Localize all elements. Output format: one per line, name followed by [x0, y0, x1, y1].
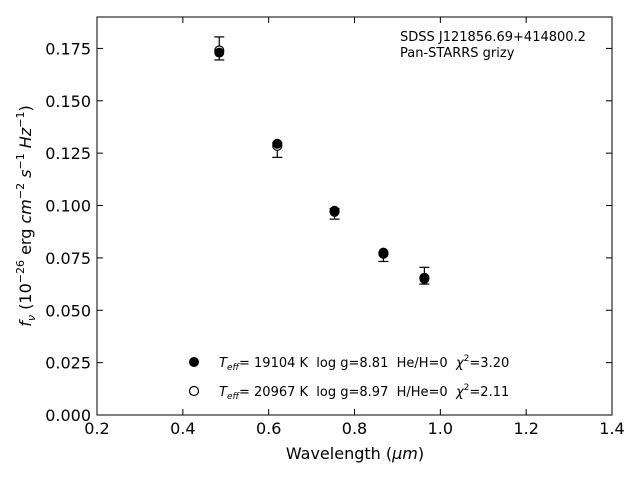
x-tick-label: 0.4 — [170, 419, 195, 438]
x-tick-label: 0.8 — [342, 419, 367, 438]
y-tick-label: 0.050 — [45, 301, 91, 320]
annotation-object-name: SDSS J121856.69+414800.2 — [400, 30, 586, 45]
y-tick-label: 0.075 — [45, 249, 91, 268]
x-tick-label: 1.2 — [513, 419, 538, 438]
x-axis-label: Wavelength (μm) — [286, 444, 424, 463]
model-point-filled — [214, 47, 225, 58]
y-tick-label: 0.100 — [45, 197, 91, 216]
y-tick-label: 0.000 — [45, 406, 91, 425]
y-tick-label: 0.125 — [45, 144, 91, 163]
y-tick-label: 0.025 — [45, 354, 91, 373]
legend-marker-filled — [189, 357, 199, 367]
legend: Teff= 19104 K log g=8.81 He/H=0 χ2=3.20 … — [188, 354, 509, 402]
legend-entry-2: Teff= 20967 K log g=8.97 H/He=0 χ2=2.11 — [219, 383, 509, 402]
model-point-filled — [419, 273, 430, 284]
y-axis-label: fν (10−26 erg cm−2 s−1 Hz−1) — [14, 105, 38, 326]
model-point-filled — [378, 247, 389, 258]
annotation-survey: Pan-STARRS grizy — [400, 46, 515, 61]
x-tick-label: 0.2 — [84, 419, 109, 438]
legend-entry-1: Teff= 19104 K log g=8.81 He/H=0 χ2=3.20 — [219, 354, 509, 373]
y-tick-label: 0.175 — [45, 39, 91, 58]
x-tick-label: 0.6 — [256, 419, 281, 438]
model-point-filled — [329, 205, 340, 216]
x-tick-label: 1.0 — [428, 419, 453, 438]
y-tick-label: 0.150 — [45, 92, 91, 111]
model-point-filled — [272, 138, 283, 149]
legend-marker-open — [188, 385, 200, 397]
x-tick-label: 1.4 — [599, 419, 624, 438]
